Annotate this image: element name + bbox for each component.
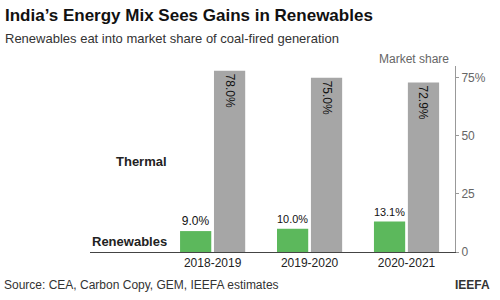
svg-text:9.0%: 9.0% (182, 214, 210, 228)
svg-text:13.1%: 13.1% (374, 206, 405, 218)
svg-text:0: 0 (461, 245, 468, 259)
svg-text:IEEFA: IEEFA (455, 278, 490, 292)
svg-text:Renewables: Renewables (92, 234, 167, 249)
svg-text:India’s Energy Mix Sees Gains: India’s Energy Mix Sees Gains in Renewab… (5, 6, 373, 46)
svg-text:78.0%: 78.0% (223, 74, 237, 108)
svg-text:72.9%: 72.9% (416, 86, 430, 120)
svg-text:Source: CEA, Carbon Copy, GEM,: Source: CEA, Carbon Copy, GEM, IEEFA est… (4, 278, 279, 292)
svg-text:75%: 75% (461, 71, 485, 85)
svg-text:2020-2021: 2020-2021 (378, 256, 436, 270)
svg-text:Market share: Market share (379, 52, 449, 66)
svg-text:2019-2020: 2019-2020 (281, 256, 339, 270)
svg-text:50: 50 (461, 129, 475, 143)
svg-text:25: 25 (461, 187, 475, 201)
svg-text:Thermal: Thermal (116, 154, 167, 169)
svg-text:10.0%: 10.0% (277, 213, 308, 225)
svg-text:75.0%: 75.0% (320, 81, 334, 115)
svg-text:2018-2019: 2018-2019 (184, 256, 242, 270)
